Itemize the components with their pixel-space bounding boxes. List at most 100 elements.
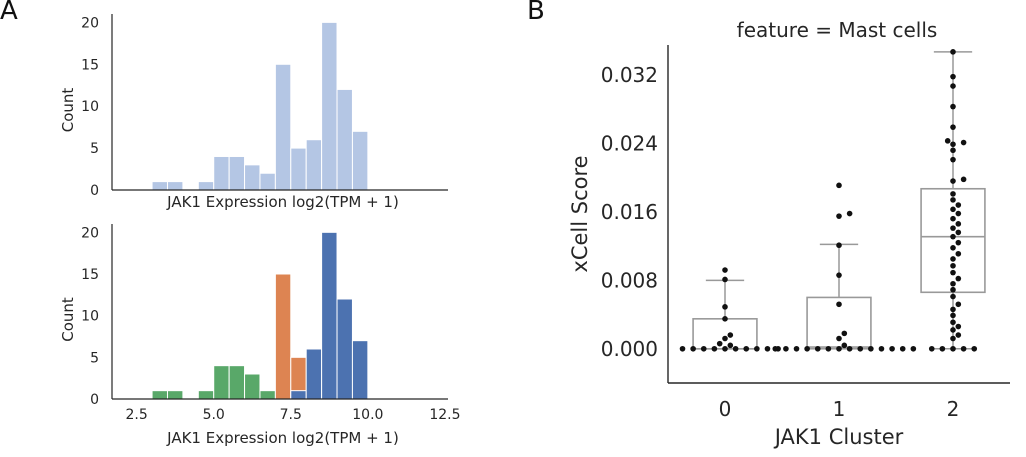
- data-point: [841, 342, 848, 349]
- histogram-bar: [166, 390, 184, 400]
- data-point: [836, 301, 842, 308]
- data-point: [836, 272, 842, 278]
- data-point: [955, 275, 962, 282]
- data-point: [950, 73, 956, 80]
- histogram-bar: [151, 390, 168, 400]
- histogram-bar: [259, 390, 276, 400]
- data-point: [950, 319, 956, 326]
- histogram-bar: [274, 273, 292, 400]
- x-axis-label: JAK1 Cluster: [773, 425, 904, 449]
- data-point: [955, 332, 962, 338]
- data-point: [950, 245, 956, 251]
- data-point: [960, 345, 967, 352]
- data-point: [727, 342, 734, 349]
- y-tick-label: 10: [81, 309, 99, 325]
- data-point: [955, 229, 962, 236]
- data-point: [950, 233, 956, 240]
- data-point: [722, 304, 728, 310]
- x-tick-label: 2: [947, 397, 960, 421]
- data-point: [928, 345, 935, 352]
- y-tick-label: 0.008: [601, 268, 658, 292]
- y-tick-label: 0.024: [601, 131, 658, 155]
- data-point: [772, 345, 779, 352]
- x-tick-label: 7.5: [280, 407, 302, 423]
- data-point: [950, 83, 956, 89]
- y-tick-label: 20: [81, 225, 99, 241]
- x-tick-label: 5.0: [203, 407, 225, 423]
- data-point: [950, 256, 956, 262]
- data-point: [950, 293, 956, 300]
- histogram-bar: [166, 181, 184, 191]
- data-point: [950, 141, 956, 148]
- data-point: [950, 191, 956, 197]
- histogram-bar: [228, 365, 246, 400]
- box: [920, 187, 986, 294]
- data-point: [950, 156, 956, 163]
- data-point: [955, 202, 962, 208]
- histogram-bar: [151, 181, 168, 191]
- data-point: [950, 306, 956, 313]
- data-point: [950, 262, 956, 269]
- data-point: [950, 49, 956, 55]
- x-tick-label: 2.5: [126, 407, 148, 423]
- data-point: [950, 327, 956, 333]
- data-point: [846, 345, 853, 352]
- histogram-bar: [274, 63, 292, 191]
- data-point: [955, 250, 962, 257]
- data-point: [722, 267, 728, 273]
- data-point: [722, 345, 728, 352]
- y-tick-label: 15: [81, 57, 99, 73]
- boxplot-panel: feature = Mast cells 0.000 0.008 0.016 0.024…: [568, 18, 1010, 449]
- histogram-bar: [290, 147, 307, 191]
- data-point: [836, 345, 842, 352]
- y-axis-label: Count: [59, 88, 77, 133]
- y-tick-label: 0: [90, 392, 99, 408]
- histogram-bar: [197, 390, 215, 400]
- data-point: [836, 242, 842, 249]
- data-point: [950, 345, 956, 352]
- histogram-bar: [228, 155, 246, 191]
- data-point: [960, 139, 967, 146]
- histogram-bar: [244, 164, 261, 191]
- data-point: [804, 345, 810, 352]
- data-point: [950, 124, 956, 130]
- histogram-bar: [305, 139, 323, 191]
- data-point: [825, 345, 832, 352]
- data-point: [836, 213, 842, 219]
- data-point: [754, 345, 760, 352]
- data-point: [743, 345, 750, 352]
- histogram-panel-bottom: 0 5 10 15 20 2.5 5.0 7.5 10.0 12.5 JAK1 Expression…: [59, 224, 461, 447]
- histogram-bar: [351, 130, 369, 191]
- data-point: [950, 206, 956, 213]
- data-point: [939, 345, 946, 352]
- y-tick-label: 0.032: [601, 63, 658, 87]
- data-point: [814, 345, 821, 352]
- histogram-bar: [305, 348, 323, 400]
- data-point: [899, 345, 906, 352]
- x-axis-label: JAK1 Expression log2(TPM + 1): [166, 429, 399, 447]
- data-point: [971, 345, 978, 352]
- data-point: [700, 345, 707, 352]
- data-point: [955, 301, 962, 308]
- data-point: [955, 239, 962, 246]
- x-tick-label: 10.0: [352, 407, 383, 423]
- data-point: [950, 215, 956, 222]
- y-tick-label: 5: [90, 141, 99, 157]
- data-point: [846, 210, 853, 217]
- data-point: [910, 345, 917, 352]
- data-point: [764, 345, 771, 352]
- data-point: [711, 345, 718, 352]
- data-point: [950, 312, 956, 319]
- histogram-bar: [290, 390, 307, 400]
- data-point: [944, 138, 951, 144]
- histogram-bar: [259, 172, 276, 191]
- y-tick-label: 0.000: [601, 337, 658, 361]
- data-point: [722, 316, 728, 322]
- data-point: [955, 323, 962, 330]
- x-tick-label: 12.5: [429, 407, 460, 423]
- histogram-bar: [321, 231, 338, 400]
- data-point: [950, 286, 956, 293]
- data-point: [950, 103, 956, 110]
- data-point: [950, 269, 956, 276]
- data-point: [950, 178, 956, 184]
